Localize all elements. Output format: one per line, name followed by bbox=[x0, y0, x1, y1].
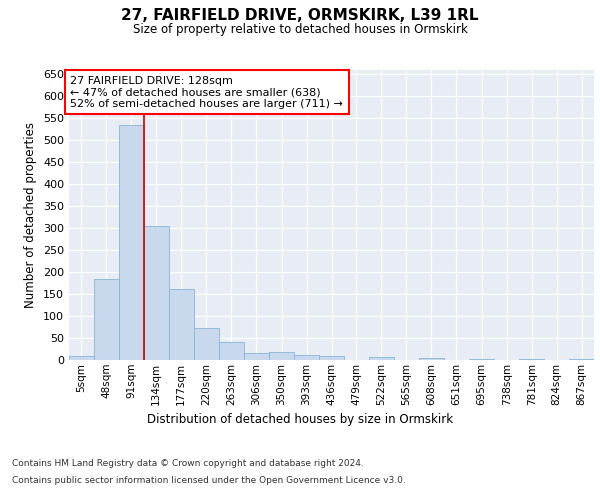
Bar bbox=[319, 356, 344, 360]
Y-axis label: Number of detached properties: Number of detached properties bbox=[25, 122, 37, 308]
Bar bbox=[119, 125, 144, 360]
Bar bbox=[269, 352, 294, 360]
Bar bbox=[369, 358, 394, 360]
Bar bbox=[94, 279, 119, 360]
Bar bbox=[419, 358, 444, 360]
Text: 27 FAIRFIELD DRIVE: 128sqm
← 47% of detached houses are smaller (638)
52% of sem: 27 FAIRFIELD DRIVE: 128sqm ← 47% of deta… bbox=[70, 76, 343, 109]
Bar bbox=[169, 289, 194, 360]
Bar bbox=[218, 342, 244, 360]
Bar bbox=[144, 226, 169, 360]
Bar bbox=[294, 355, 319, 360]
Text: Distribution of detached houses by size in Ormskirk: Distribution of detached houses by size … bbox=[147, 412, 453, 426]
Bar bbox=[569, 359, 594, 360]
Bar bbox=[244, 354, 269, 360]
Bar bbox=[69, 356, 94, 360]
Text: Contains HM Land Registry data © Crown copyright and database right 2024.: Contains HM Land Registry data © Crown c… bbox=[12, 458, 364, 468]
Bar bbox=[519, 358, 544, 360]
Text: Size of property relative to detached houses in Ormskirk: Size of property relative to detached ho… bbox=[133, 22, 467, 36]
Text: 27, FAIRFIELD DRIVE, ORMSKIRK, L39 1RL: 27, FAIRFIELD DRIVE, ORMSKIRK, L39 1RL bbox=[121, 8, 479, 22]
Bar bbox=[469, 359, 494, 360]
Text: Contains public sector information licensed under the Open Government Licence v3: Contains public sector information licen… bbox=[12, 476, 406, 485]
Bar bbox=[194, 328, 218, 360]
